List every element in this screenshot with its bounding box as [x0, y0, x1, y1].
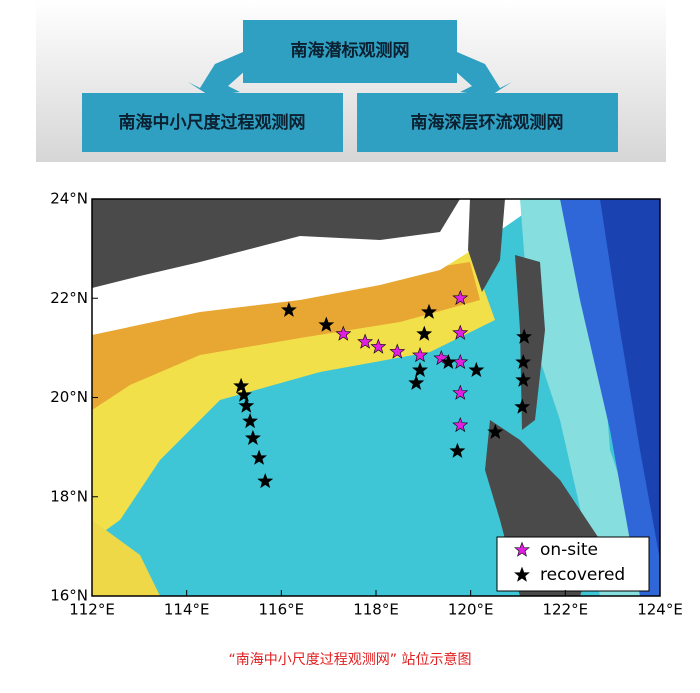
x-tick-label: 124°E: [637, 601, 683, 619]
left-box: [82, 93, 343, 152]
station-marker: [408, 374, 425, 390]
station-marker: [335, 325, 352, 341]
y-tick-label: 16°N: [50, 587, 88, 605]
header-title: 南海潜标观测网: [291, 40, 410, 61]
x-tick-label: 114°E: [164, 601, 210, 619]
station-marker: [514, 398, 531, 414]
station-marker: [516, 328, 533, 344]
title-box: [243, 20, 457, 83]
station-marker: [245, 429, 261, 446]
y-tick-label: 20°N: [50, 388, 88, 406]
station-marker: [412, 361, 429, 377]
station-marker: [468, 361, 485, 378]
station-marker: [440, 353, 457, 369]
y-tick-label: 24°N: [50, 190, 88, 208]
station-marker: [452, 416, 469, 433]
x-tick-label: 112°E: [69, 601, 115, 619]
station-marker: [515, 371, 532, 387]
station-marker: [238, 397, 255, 413]
y-tick-label: 22°N: [50, 289, 88, 307]
station-marker: [242, 412, 259, 429]
station-marker: [257, 473, 274, 489]
station-marker: [515, 353, 532, 369]
caption: “南海中小尺度过程观测网” 站位示意图: [229, 651, 472, 668]
station-marker: [421, 303, 437, 319]
legend-marker: [514, 566, 530, 582]
header-right: 南海深层环流观测网: [411, 112, 564, 133]
map-background: [92, 199, 660, 596]
x-tick-label: 120°E: [448, 601, 494, 619]
station-marker: [433, 349, 450, 366]
arrow-left: [188, 52, 246, 96]
station-marker: [452, 324, 469, 340]
station-marker: [357, 333, 374, 349]
header-left: 南海中小尺度过程观测网: [119, 112, 306, 133]
station-marker: [370, 338, 387, 354]
station-marker: [280, 301, 297, 317]
legend-label: recovered: [540, 565, 625, 585]
station-marker: [452, 289, 469, 306]
station-marker: [233, 377, 249, 393]
arrow-right: [454, 52, 512, 96]
y-tick-label: 18°N: [50, 487, 88, 505]
station-marker: [449, 442, 466, 458]
legend: on-site recovered: [496, 536, 650, 592]
legend-label: on-site: [540, 540, 598, 560]
station-marker: [235, 386, 252, 402]
station-marker: [251, 449, 268, 465]
station-marker: [412, 346, 429, 363]
x-tick-label: 116°E: [259, 601, 305, 619]
legend-marker: [514, 541, 530, 557]
station-marker: [487, 423, 504, 439]
station-marker: [452, 384, 469, 400]
x-tick-label: 122°E: [543, 601, 589, 619]
station-marker: [318, 316, 335, 332]
station-marker: [416, 325, 433, 341]
station-marker: [389, 343, 406, 359]
right-box: [357, 93, 618, 152]
x-tick-label: 118°E: [353, 601, 399, 619]
